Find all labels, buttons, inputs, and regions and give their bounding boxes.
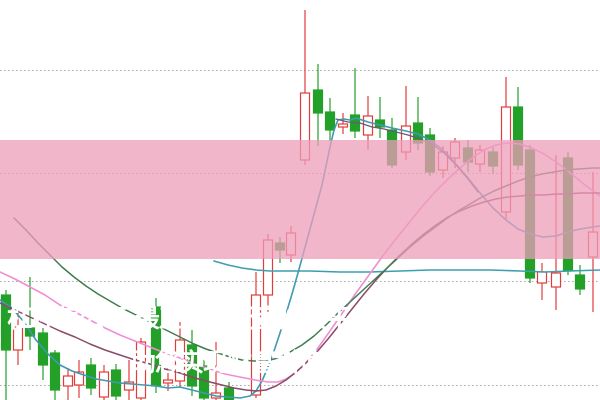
candle-body <box>123 381 135 391</box>
promo-text-line2: 助您实现财富增值梦想！ <box>130 348 396 377</box>
promo-banner: 杠杆怎么玩 最正规的配资炒股平台，安全高效， 助您实现财富增值梦想！ <box>0 140 600 377</box>
candle-body <box>250 294 262 396</box>
candle-body <box>186 344 198 387</box>
candle-body <box>49 352 61 391</box>
candle-body <box>574 274 586 290</box>
candle-body <box>324 111 336 131</box>
candle-body <box>98 371 110 398</box>
candle-body <box>223 387 235 400</box>
candle-body <box>162 379 174 384</box>
ma-teal-flat <box>213 260 600 273</box>
candle-body <box>0 294 12 351</box>
candle-body <box>12 326 24 351</box>
candle-body <box>337 123 349 128</box>
promo-text-line1: 杠杆怎么玩 最正规的配资炒股平台，安全高效， <box>7 304 520 333</box>
candle-body <box>135 341 147 399</box>
candle-body <box>550 272 562 288</box>
candle-body <box>73 371 85 386</box>
candle-body <box>536 271 548 284</box>
candle-body <box>312 89 324 114</box>
candle-body <box>62 375 74 387</box>
